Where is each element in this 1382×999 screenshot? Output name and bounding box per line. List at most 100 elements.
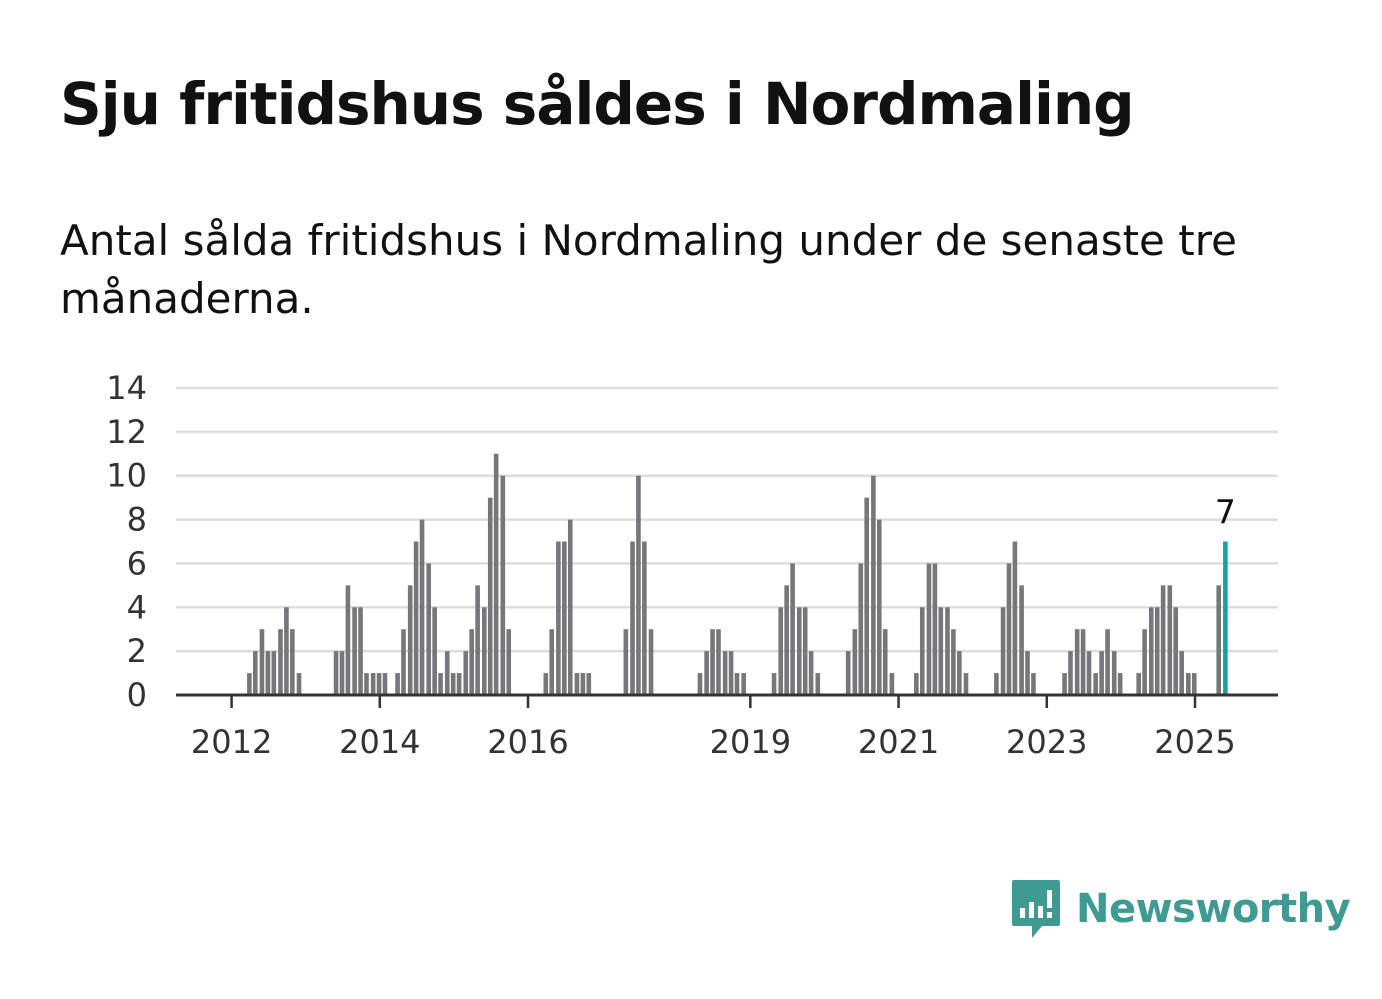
bar (728, 651, 734, 695)
bar (945, 607, 950, 695)
bar (815, 673, 821, 695)
x-tick-label: 2023 (1006, 723, 1087, 761)
x-tick-label: 2021 (858, 723, 939, 761)
bar (475, 585, 480, 695)
bar (889, 673, 895, 695)
bar (771, 673, 777, 695)
bar (1167, 585, 1173, 695)
bar (716, 629, 721, 695)
bar (623, 629, 629, 695)
bar (358, 607, 363, 695)
bar (370, 673, 376, 695)
bar (852, 629, 858, 695)
bar (1012, 541, 1018, 695)
bar (697, 673, 703, 695)
x-tick-label: 2016 (487, 723, 568, 761)
bar (469, 629, 474, 695)
y-tick-label: 8 (127, 501, 147, 539)
bar (630, 541, 635, 695)
bar (345, 585, 351, 695)
bar (278, 629, 283, 695)
bar (450, 673, 456, 695)
bar (296, 673, 302, 695)
bar (1148, 607, 1154, 695)
bar (574, 673, 580, 695)
bar (271, 651, 277, 695)
y-tick-label: 10 (106, 457, 147, 495)
bar (432, 607, 437, 695)
bar (407, 585, 413, 695)
bar (506, 629, 512, 695)
bar (882, 629, 888, 695)
bar (562, 541, 567, 695)
bar (1093, 673, 1098, 695)
bar (1099, 651, 1104, 695)
newsworthy-logo: Newsworthy (1010, 876, 1351, 942)
bar (1160, 585, 1166, 695)
y-tick-label: 14 (106, 369, 147, 407)
bar (463, 651, 469, 695)
bar (1080, 629, 1086, 695)
bar (914, 673, 919, 695)
bar (1025, 651, 1030, 695)
bar (784, 585, 789, 695)
bar (352, 607, 357, 695)
highlight-data-label: 7 (1215, 493, 1236, 532)
bar (1173, 607, 1179, 695)
bar (808, 651, 814, 695)
bar (580, 673, 586, 695)
chart-title: Sju fritidshus såldes i Nordmaling (60, 70, 1135, 138)
bars (247, 453, 1228, 695)
bar (290, 629, 295, 695)
bar (438, 673, 443, 695)
bar (481, 607, 487, 695)
bar (376, 673, 382, 695)
y-tick-label: 4 (127, 588, 147, 626)
bar (876, 519, 882, 695)
bar (710, 629, 715, 695)
data-labels: 7 (1215, 493, 1236, 532)
bar (1074, 629, 1080, 695)
bar (401, 629, 406, 695)
bar (871, 475, 876, 695)
y-tick-label: 12 (106, 413, 147, 451)
bar (858, 563, 864, 695)
bar (1031, 673, 1036, 695)
bar (1006, 563, 1012, 695)
bar (938, 607, 944, 695)
bar (413, 541, 419, 695)
bar (1086, 651, 1092, 695)
bar (1216, 585, 1222, 695)
y-tick-label: 6 (127, 544, 147, 582)
bar (567, 519, 573, 695)
gridlines (176, 386, 1278, 653)
bar (259, 629, 265, 695)
bar (642, 541, 647, 695)
bar (1019, 585, 1024, 695)
bar (864, 497, 869, 695)
bar (845, 651, 851, 695)
bar (1000, 607, 1006, 695)
bar (487, 497, 493, 695)
logo-text: Newsworthy (1076, 886, 1351, 932)
bar (456, 673, 462, 695)
bar (741, 673, 746, 695)
bar (1117, 673, 1123, 695)
x-axis-tick-labels: 2012 2014 2016 2019 2021 2023 2025 (191, 723, 1236, 761)
bar (1136, 673, 1141, 695)
bar (419, 519, 425, 695)
bar (426, 563, 432, 695)
bar (1062, 673, 1067, 695)
bar (549, 629, 555, 695)
bar (339, 651, 345, 695)
bar (253, 651, 258, 695)
bar (382, 673, 388, 695)
highlight-bar (1223, 541, 1228, 695)
bar (648, 629, 654, 695)
x-tick-label: 2019 (710, 723, 791, 761)
x-axis (176, 693, 1278, 708)
bar (543, 673, 549, 695)
y-tick-label: 0 (127, 676, 147, 714)
bar (734, 673, 740, 695)
bar (333, 651, 339, 695)
